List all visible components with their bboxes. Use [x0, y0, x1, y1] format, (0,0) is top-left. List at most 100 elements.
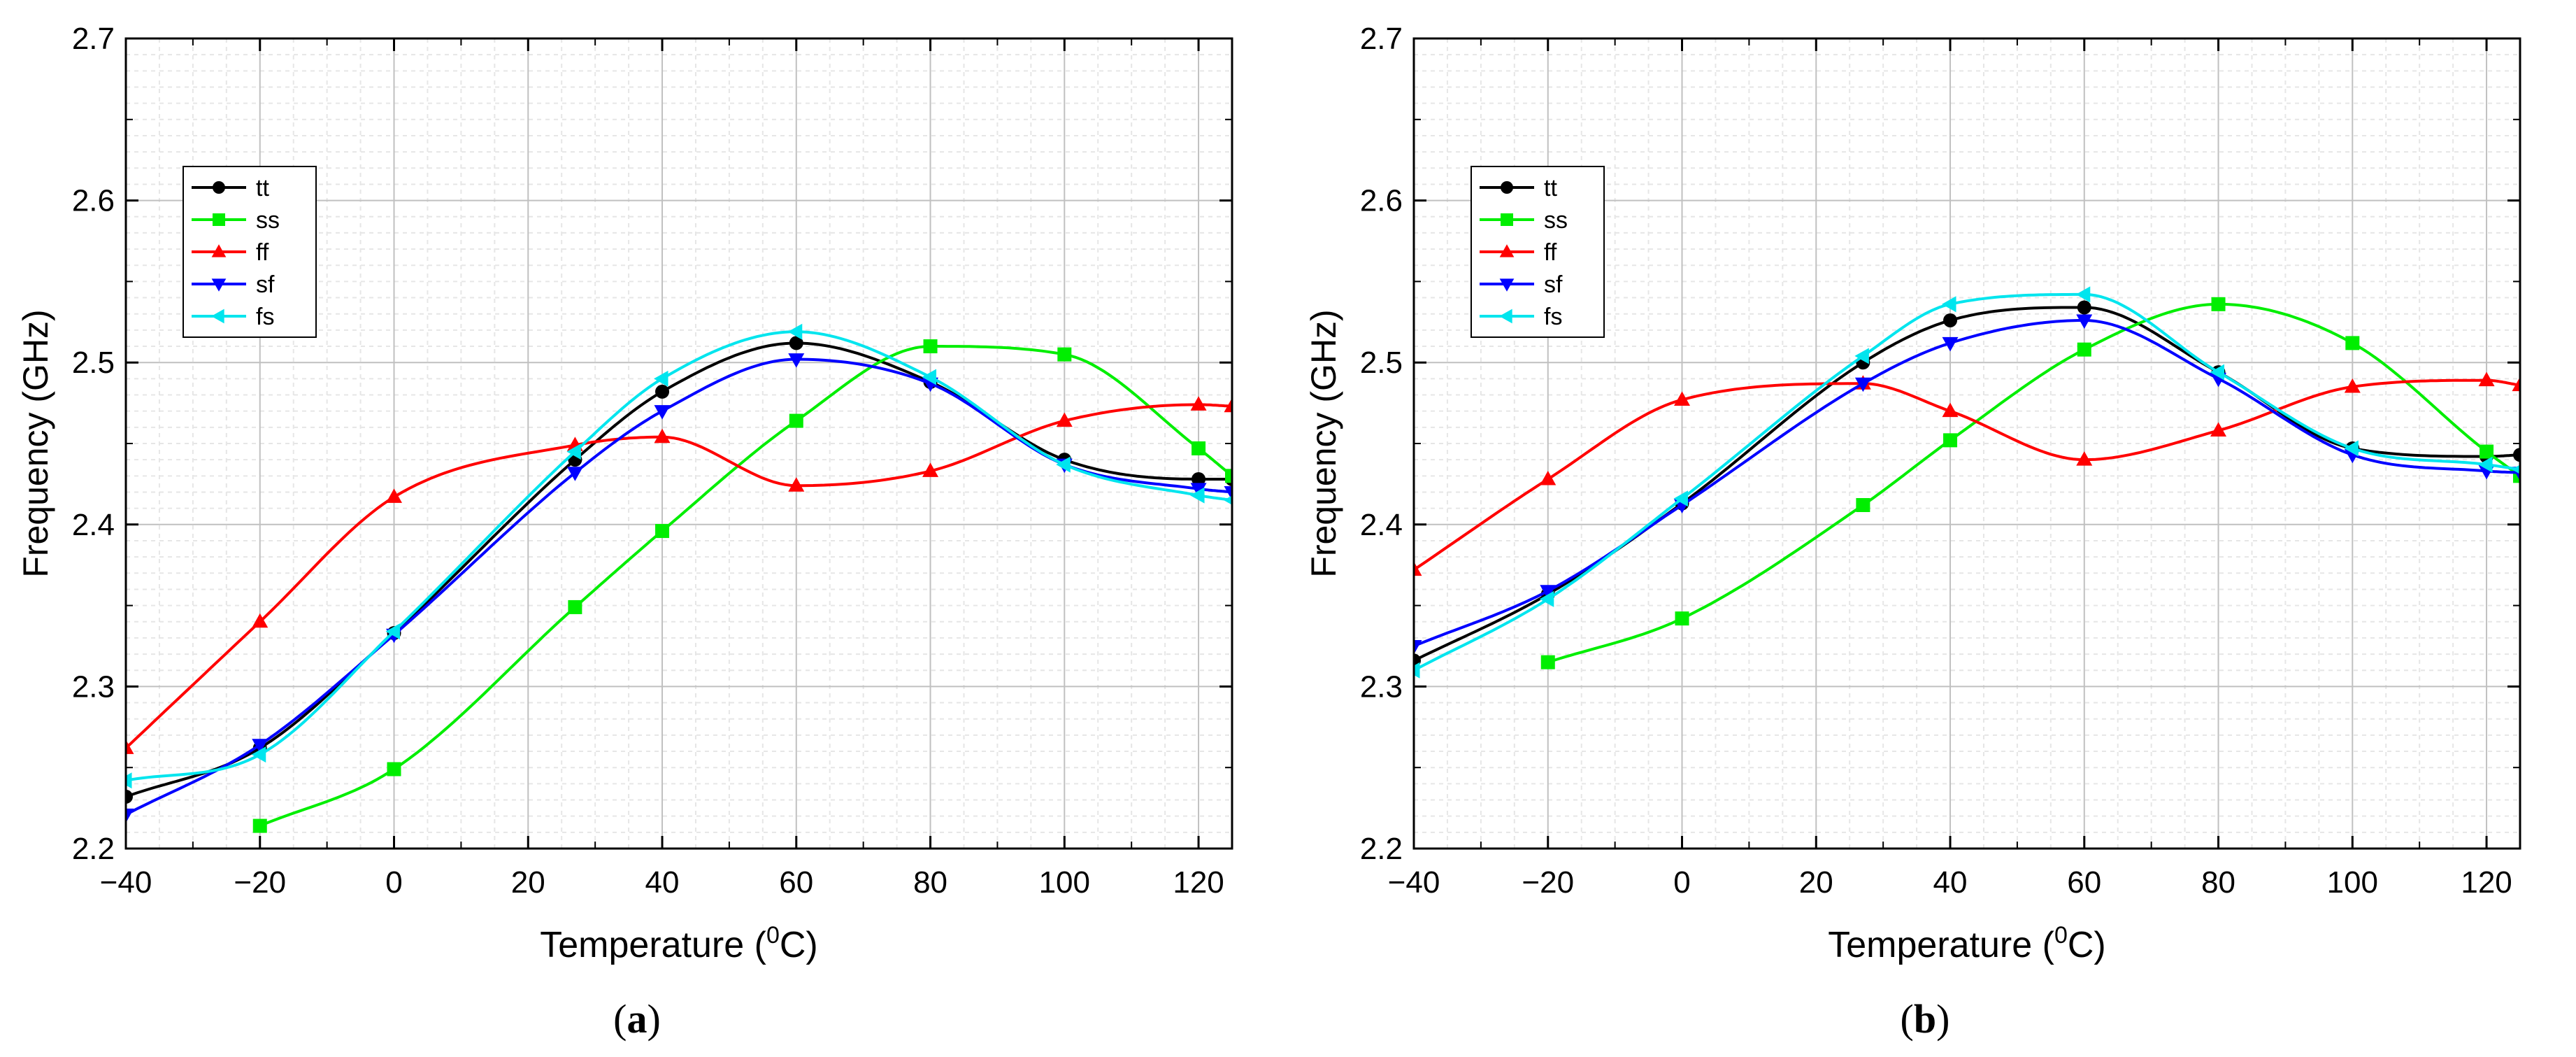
y-tick-label: 2.3 — [72, 669, 115, 704]
data-point-ss — [2513, 469, 2520, 483]
ticks — [1412, 37, 2520, 850]
x-tick-label: −40 — [1388, 865, 1440, 900]
x-tick-label: 20 — [511, 865, 545, 900]
legend-marker-sf — [1499, 278, 1515, 292]
y-axis-label: Frequency (GHz) — [1304, 309, 1343, 577]
data-point-ff — [1674, 391, 1691, 406]
data-point-ss — [2345, 336, 2360, 350]
x-tick-label: 20 — [1799, 865, 1833, 900]
x-tick-label: 0 — [1673, 865, 1690, 900]
data-point-ss — [1192, 441, 1206, 455]
legend: tt ss ff sf fs — [183, 166, 317, 338]
data-point-fs — [385, 623, 401, 640]
data-point-tt — [1943, 313, 1958, 327]
data-point-ff — [1224, 397, 1232, 413]
data-point-fs — [1673, 490, 1689, 507]
x-tick-label: 120 — [1173, 865, 1224, 900]
data-point-sf — [2076, 314, 2093, 329]
y-tick-label: 2.7 — [1360, 22, 1403, 56]
legend-marker-sf — [211, 278, 227, 292]
legend-label-ss: ss — [1544, 207, 1568, 234]
x-tick-label: 60 — [779, 865, 813, 900]
data-point-tt — [126, 789, 133, 804]
legend-label-sf: sf — [1544, 271, 1563, 298]
data-point-fs — [1056, 456, 1071, 473]
legend-label-tt: tt — [256, 175, 269, 201]
data-point-ff — [2512, 376, 2520, 392]
x-tick-label: 100 — [2327, 865, 2378, 900]
legend-marker-fs — [211, 308, 224, 324]
data-point-fs — [1224, 495, 1232, 505]
series-line-tt — [126, 341, 1232, 798]
series-line-ss — [259, 345, 1232, 828]
legend-label-ff: ff — [1544, 239, 1557, 266]
data-point-tt — [2077, 300, 2091, 315]
legend-label-tt: tt — [1544, 175, 1557, 201]
legend-marker-ff — [1499, 244, 1515, 257]
data-point-fs — [1539, 590, 1554, 607]
data-point-ff — [922, 462, 939, 477]
data-point-fs — [922, 369, 937, 385]
data-point-ff — [1056, 412, 1073, 427]
chart-a: −40 −20 0 20 40 60 80 100 120 2.2 2.3 2.4 2.5 2.6 2.7 T… — [16, 22, 1233, 1042]
x-tick-label: 40 — [645, 865, 680, 900]
y-tick-label: 2.2 — [1360, 832, 1403, 866]
plot-area — [126, 323, 1232, 833]
series-line-ss — [1547, 302, 2520, 664]
series-line-sf — [1414, 319, 2520, 648]
y-tick-label: 2.2 — [72, 832, 115, 866]
data-point-fs — [2075, 286, 2091, 303]
x-tick-label: −20 — [1522, 865, 1574, 900]
data-point-ss — [2077, 342, 2091, 357]
data-point-fs — [1414, 662, 1420, 679]
data-point-ff — [2210, 422, 2227, 437]
legend-marker-ff — [211, 244, 227, 257]
data-point-sf — [1414, 640, 1422, 655]
data-point-fs — [1854, 348, 1869, 364]
series-line-ff — [126, 403, 1232, 749]
data-point-ff — [1942, 402, 1959, 418]
data-point-ff — [788, 477, 805, 492]
panel-caption: (a) — [613, 996, 661, 1042]
series-line-ff — [1414, 378, 2520, 572]
y-tick-label: 2.6 — [1360, 184, 1403, 218]
x-tick-label: −20 — [234, 865, 286, 900]
data-point-tt — [1192, 471, 1206, 486]
y-tick-label: 2.4 — [72, 508, 115, 542]
plot-area — [1414, 286, 2520, 679]
data-point-fs — [787, 323, 803, 340]
data-point-fs — [2478, 456, 2493, 473]
data-point-ss — [1943, 433, 1958, 448]
x-axis-label: Temperature (0C) — [1828, 922, 2105, 965]
series-line-sf — [126, 357, 1232, 816]
data-point-ss — [387, 762, 401, 776]
legend-marker-fs — [1499, 308, 1512, 324]
x-tick-label: 0 — [385, 865, 402, 900]
data-point-ff — [1190, 396, 1207, 411]
data-point-sf — [1942, 336, 1959, 352]
data-point-fs — [251, 746, 266, 763]
data-point-ss — [568, 600, 582, 614]
data-point-ff — [1414, 561, 1422, 576]
x-tick-label: 80 — [913, 865, 947, 900]
legend: tt ss ff sf fs — [1471, 166, 1605, 338]
legend-marker-ss — [1501, 213, 1513, 226]
data-point-ff — [654, 428, 671, 444]
ticks — [124, 37, 1232, 850]
data-point-tt — [789, 336, 803, 350]
figure-panel-b: −40 −20 0 20 40 60 80 100 120 2.2 2.3 2.4 2.5 2.6 2.7 T… — [1288, 0, 2576, 1057]
legend-label-ff: ff — [256, 239, 269, 266]
series-line-fs — [1414, 292, 2520, 672]
data-point-sf — [566, 467, 583, 481]
legend-marker-tt — [213, 181, 225, 194]
legend-label-fs: fs — [256, 304, 274, 330]
data-point-ff — [386, 488, 403, 503]
x-tick-label: 80 — [2201, 865, 2235, 900]
data-point-fs — [2210, 364, 2225, 381]
legend-marker-ss — [213, 213, 225, 226]
legend-label-ss: ss — [256, 207, 280, 234]
x-tick-label: −40 — [100, 865, 152, 900]
data-point-ff — [252, 613, 269, 628]
y-tick-label: 2.7 — [72, 22, 115, 56]
x-tick-label: 60 — [2067, 865, 2101, 900]
